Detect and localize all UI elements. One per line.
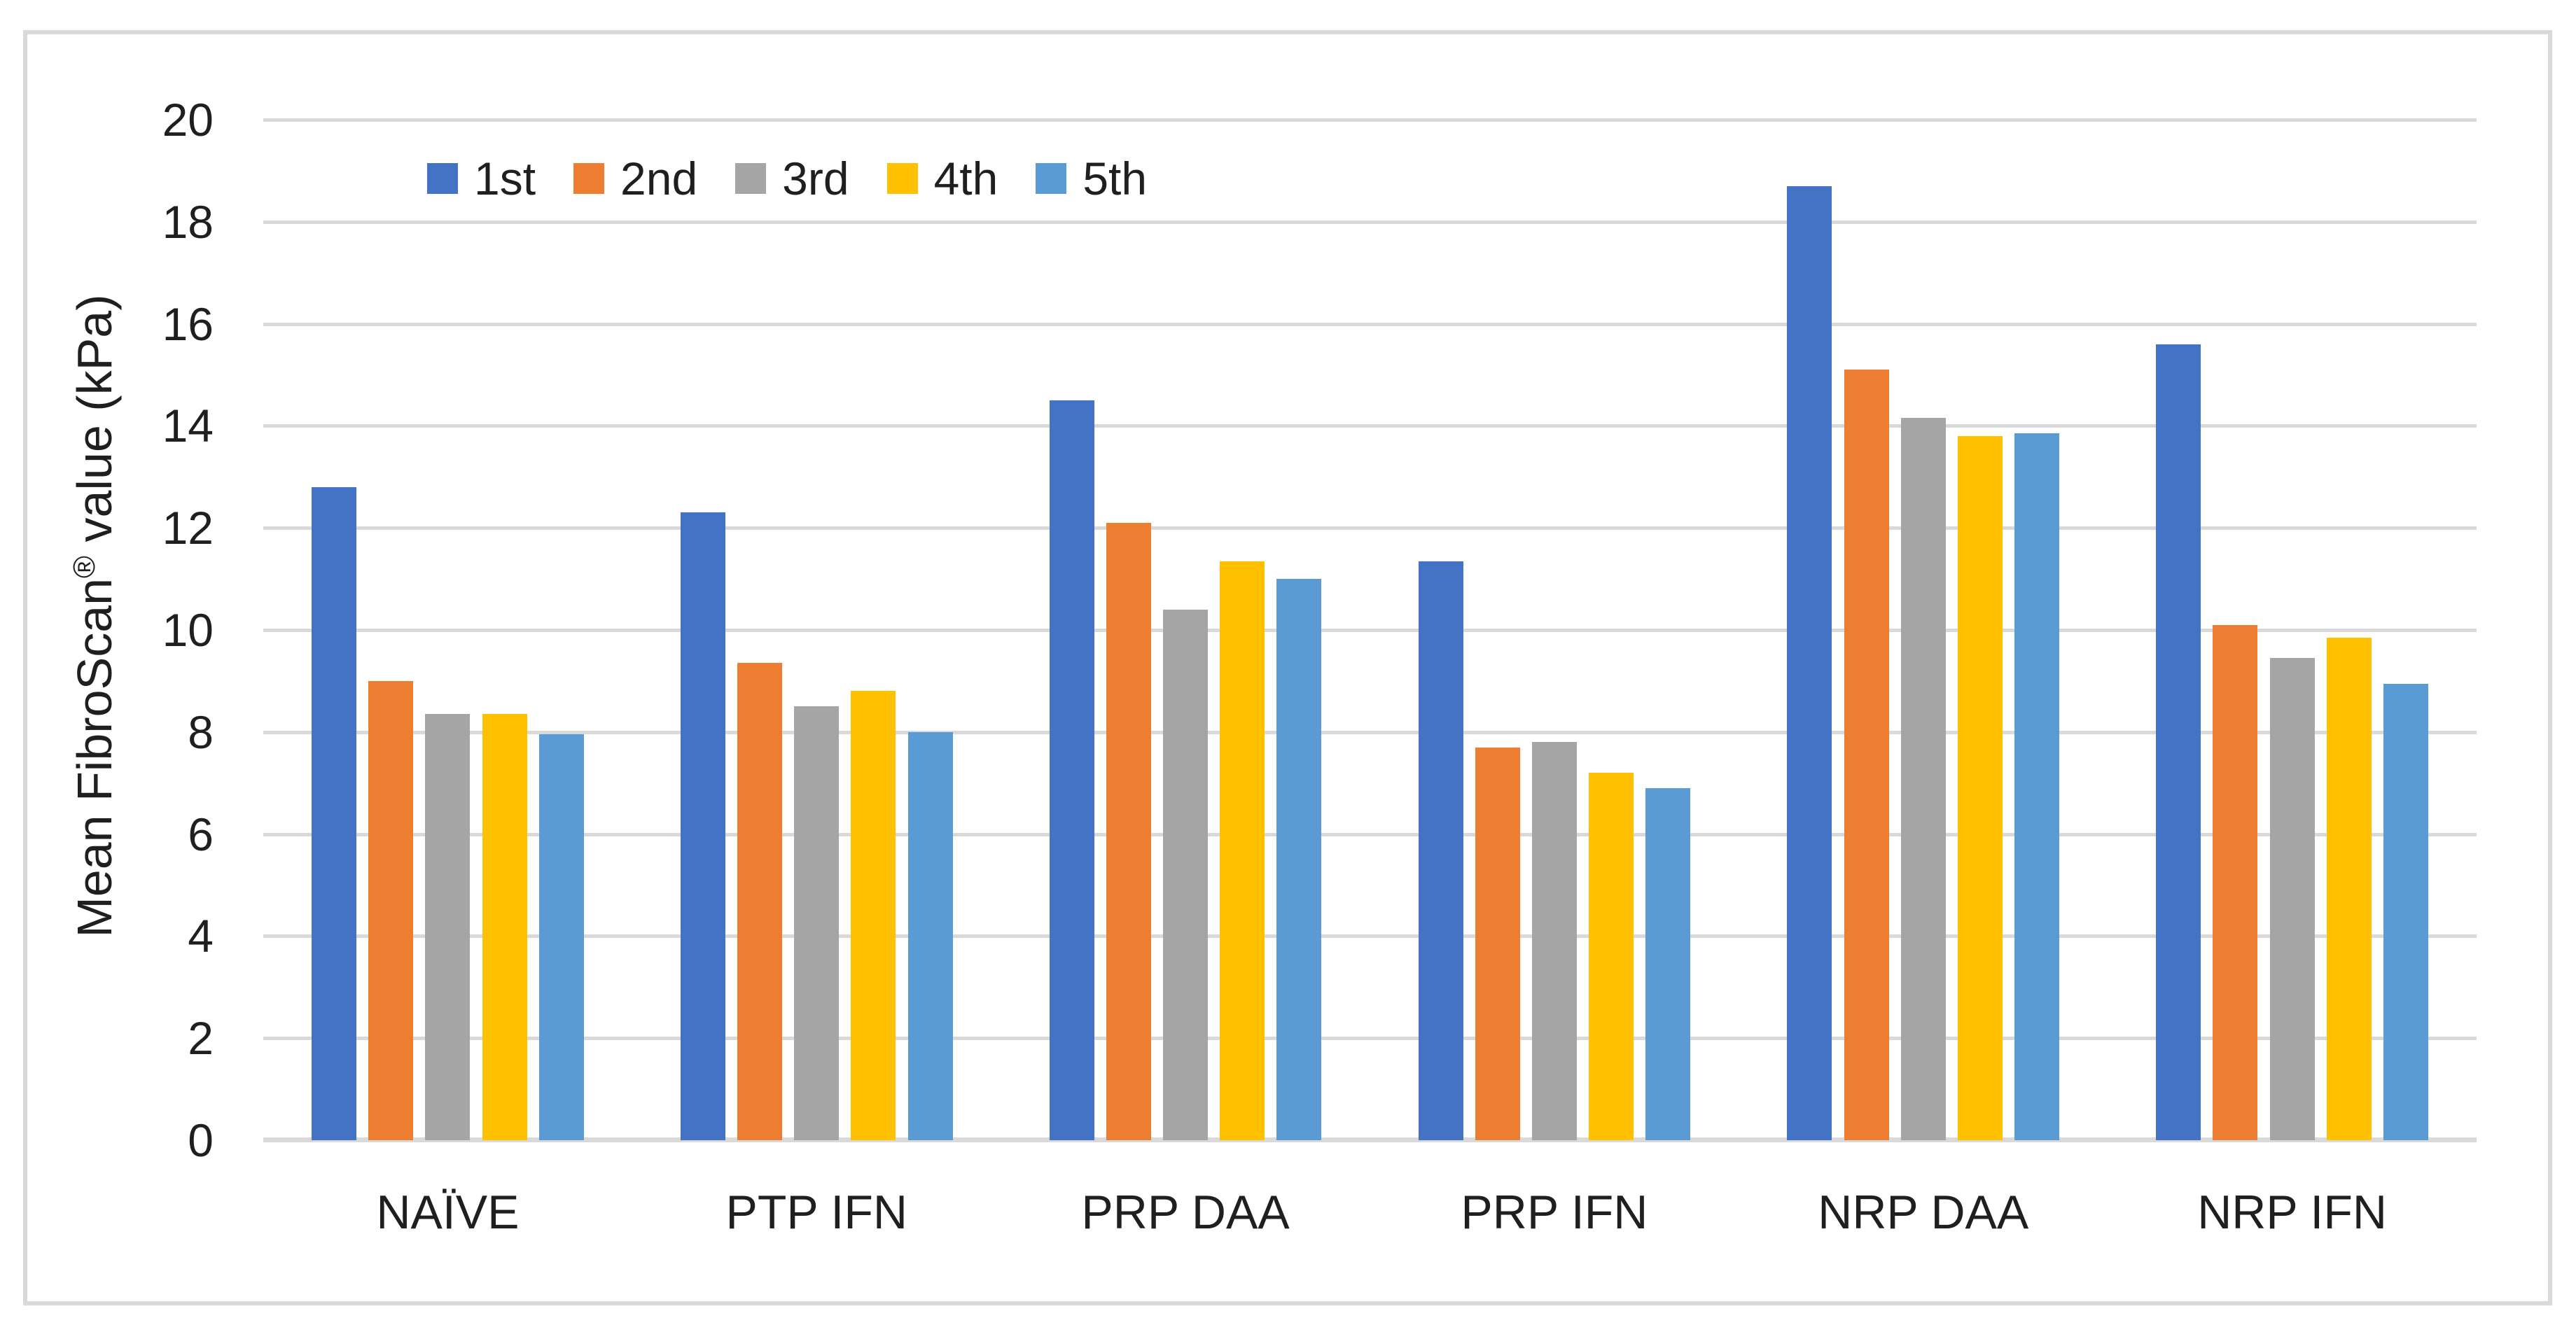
gridline bbox=[263, 322, 2477, 326]
bar-2nd-nrp-ifn bbox=[2213, 624, 2258, 1140]
plot-area bbox=[263, 118, 2477, 1142]
bar-4th-nrp-ifn bbox=[2326, 637, 2372, 1140]
bar-5th-prp-ifn bbox=[1645, 788, 1691, 1140]
x-category-label: NAÏVE bbox=[376, 1186, 520, 1239]
gridline bbox=[263, 220, 2477, 224]
bar-2nd-prp-ifn bbox=[1475, 747, 1520, 1140]
bar-4th-prp-daa bbox=[1220, 561, 1265, 1140]
bar-2nd-prp-daa bbox=[1106, 522, 1151, 1140]
gridline bbox=[263, 730, 2477, 734]
legend-item-3rd: 3rd bbox=[735, 155, 849, 202]
bar-3rd-prp-ifn bbox=[1531, 742, 1577, 1140]
gridline bbox=[263, 934, 2477, 939]
bar-4th-prp-ifn bbox=[1589, 773, 1634, 1140]
y-tick-label: 4 bbox=[188, 910, 214, 962]
legend-item-5th: 5th bbox=[1036, 155, 1147, 202]
registered-mark-icon: ® bbox=[67, 555, 102, 578]
y-tick-label: 18 bbox=[162, 195, 214, 248]
x-category-label: NRP IFN bbox=[2197, 1186, 2387, 1239]
bar-4th-naïve bbox=[482, 714, 527, 1140]
bar-2nd-naïve bbox=[368, 680, 414, 1140]
y-tick-label: 8 bbox=[188, 706, 214, 758]
gridline bbox=[263, 832, 2477, 836]
bar-3rd-naïve bbox=[425, 714, 471, 1140]
bar-3rd-ptp-ifn bbox=[794, 706, 840, 1140]
x-category-label: PRP IFN bbox=[1461, 1186, 1648, 1239]
legend-swatch-icon bbox=[427, 163, 458, 194]
bar-1st-ptp-ifn bbox=[680, 512, 725, 1140]
y-tick-label: 6 bbox=[188, 808, 214, 860]
y-tick-label: 16 bbox=[162, 297, 214, 350]
bar-1st-nrp-ifn bbox=[2156, 344, 2201, 1140]
bar-4th-ptp-ifn bbox=[851, 691, 896, 1140]
y-tick-label: 14 bbox=[162, 400, 214, 452]
legend-swatch-icon bbox=[573, 163, 605, 194]
legend-label: 1st bbox=[474, 153, 536, 204]
legend-swatch-icon bbox=[735, 163, 767, 194]
gridline bbox=[263, 424, 2477, 428]
legend-item-1st: 1st bbox=[427, 155, 536, 202]
legend-swatch-icon bbox=[1036, 163, 1067, 194]
legend-label: 5th bbox=[1082, 153, 1148, 204]
y-tick-label: 2 bbox=[188, 1012, 214, 1065]
bar-5th-nrp-daa bbox=[2014, 433, 2060, 1140]
y-tick-label: 12 bbox=[162, 502, 214, 554]
gridline bbox=[263, 1037, 2477, 1041]
y-tick-label: 20 bbox=[162, 94, 214, 146]
legend-item-4th: 4th bbox=[886, 153, 998, 204]
legend-item-2nd: 2nd bbox=[573, 155, 697, 202]
bar-3rd-nrp-ifn bbox=[2269, 658, 2315, 1140]
bar-5th-prp-daa bbox=[1276, 579, 1322, 1140]
legend-label: 3rd bbox=[782, 153, 849, 204]
legend-swatch-icon bbox=[886, 163, 918, 194]
bar-1st-nrp-daa bbox=[1787, 185, 1832, 1140]
bar-5th-nrp-ifn bbox=[2383, 683, 2428, 1140]
bar-1st-prp-daa bbox=[1049, 400, 1094, 1140]
y-tick-label: 10 bbox=[162, 604, 214, 656]
bar-5th-ptp-ifn bbox=[907, 731, 953, 1140]
bar-1st-naïve bbox=[312, 486, 357, 1140]
gridline bbox=[263, 629, 2477, 632]
gridline bbox=[263, 526, 2477, 531]
y-tick-label: 0 bbox=[188, 1114, 214, 1166]
legend-label: 2nd bbox=[620, 153, 698, 204]
bar-2nd-nrp-daa bbox=[1844, 370, 1889, 1140]
bar-2nd-ptp-ifn bbox=[737, 663, 783, 1140]
x-category-label: PRP DAA bbox=[1081, 1186, 1290, 1239]
bar-4th-nrp-daa bbox=[1957, 435, 2003, 1140]
bar-5th-naïve bbox=[538, 734, 584, 1140]
bar-3rd-nrp-daa bbox=[1900, 418, 1946, 1140]
x-category-label: PTP IFN bbox=[725, 1186, 907, 1239]
bar-1st-prp-ifn bbox=[1418, 561, 1463, 1140]
x-category-label: NRP DAA bbox=[1818, 1186, 2029, 1239]
legend: 1st 2nd 3rd 4th 5th bbox=[427, 155, 1185, 202]
bar-3rd-prp-daa bbox=[1163, 609, 1209, 1140]
gridline bbox=[263, 118, 2477, 122]
legend-label: 4th bbox=[933, 153, 998, 204]
x-axis-line bbox=[263, 1137, 2477, 1142]
